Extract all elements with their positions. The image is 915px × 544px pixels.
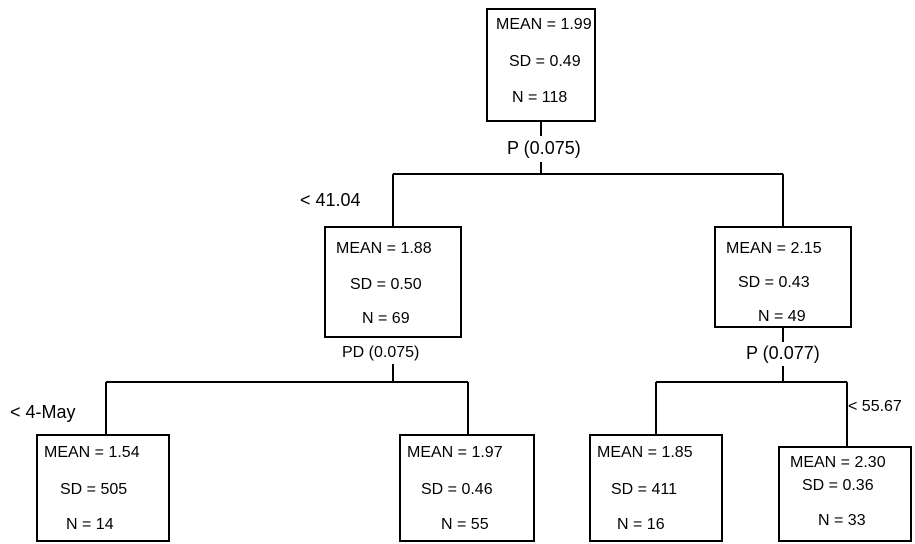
node-left-left-mean: MEAN = 1.54 bbox=[44, 444, 140, 461]
node-right-left-mean: MEAN = 1.85 bbox=[597, 444, 693, 461]
node-root-n: N = 118 bbox=[512, 89, 568, 106]
node-left-left-n: N = 14 bbox=[66, 516, 114, 533]
node-left-right-sd: SD = 0.46 bbox=[421, 481, 493, 498]
node-right-left-sd: SD = 411 bbox=[611, 481, 677, 498]
node-right-sd: SD = 0.43 bbox=[738, 274, 810, 291]
node-root-sd: SD = 0.49 bbox=[509, 53, 581, 70]
node-root: MEAN = 1.99 SD = 0.49 N = 118 bbox=[486, 8, 596, 122]
node-right-left: MEAN = 1.85 SD = 411 N = 16 bbox=[589, 434, 723, 542]
node-right-n: N = 49 bbox=[758, 308, 806, 325]
node-right-right-sd: SD = 0.36 bbox=[802, 477, 874, 494]
node-left-right-mean: MEAN = 1.97 bbox=[407, 444, 503, 461]
branch-label-root-left: < 41.04 bbox=[300, 190, 361, 210]
node-left-sd: SD = 0.50 bbox=[350, 276, 422, 293]
node-right-mean: MEAN = 2.15 bbox=[726, 240, 822, 257]
node-right-right-mean: MEAN = 2.30 bbox=[790, 454, 886, 471]
node-left-n: N = 69 bbox=[362, 310, 410, 327]
split-label-root: P (0.075) bbox=[507, 138, 581, 158]
node-left-left: MEAN = 1.54 SD = 505 N = 14 bbox=[36, 434, 170, 542]
branch-label-left-left: < 4-May bbox=[10, 402, 76, 422]
node-left-mean: MEAN = 1.88 bbox=[336, 240, 432, 257]
node-left-right-n: N = 55 bbox=[441, 516, 489, 533]
node-right-right: MEAN = 2.30 SD = 0.36 N = 33 bbox=[778, 446, 912, 542]
node-left-right: MEAN = 1.97 SD = 0.46 N = 55 bbox=[399, 434, 535, 542]
node-left-left-sd: SD = 505 bbox=[60, 481, 128, 498]
node-right-left-n: N = 16 bbox=[617, 516, 665, 533]
node-left: MEAN = 1.88 SD = 0.50 N = 69 bbox=[324, 226, 462, 338]
split-label-right: P (0.077) bbox=[746, 343, 820, 363]
branch-label-right-right: < 55.67 bbox=[848, 398, 902, 415]
node-right: MEAN = 2.15 SD = 0.43 N = 49 bbox=[714, 226, 852, 328]
node-root-mean: MEAN = 1.99 bbox=[496, 16, 592, 33]
node-right-right-n: N = 33 bbox=[818, 512, 866, 529]
split-label-left: PD (0.075) bbox=[342, 344, 420, 361]
